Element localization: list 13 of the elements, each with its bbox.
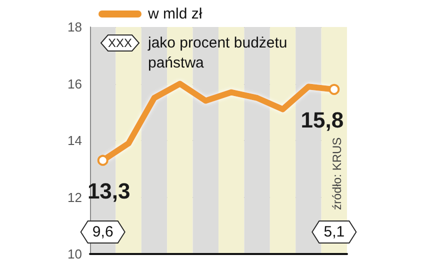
data-label: 15,8 [300,107,344,132]
legend-label: w mld zł [147,6,203,22]
annotation: XXX [108,36,132,50]
y-tick-label: 16 [68,76,82,92]
y-tick-label: 12 [68,190,82,205]
annotation: 5,1 [324,224,345,240]
y-tick-label: 14 [68,133,82,148]
annotation: jako procent budżetu państwa [147,34,292,72]
annotation: 9,6 [92,224,114,240]
data-label: 13,3 [87,178,130,204]
y-tick-label: 10 [68,246,82,262]
annotation: źródło: KRUS [330,137,344,210]
y-tick-label: 18 [68,20,82,34]
